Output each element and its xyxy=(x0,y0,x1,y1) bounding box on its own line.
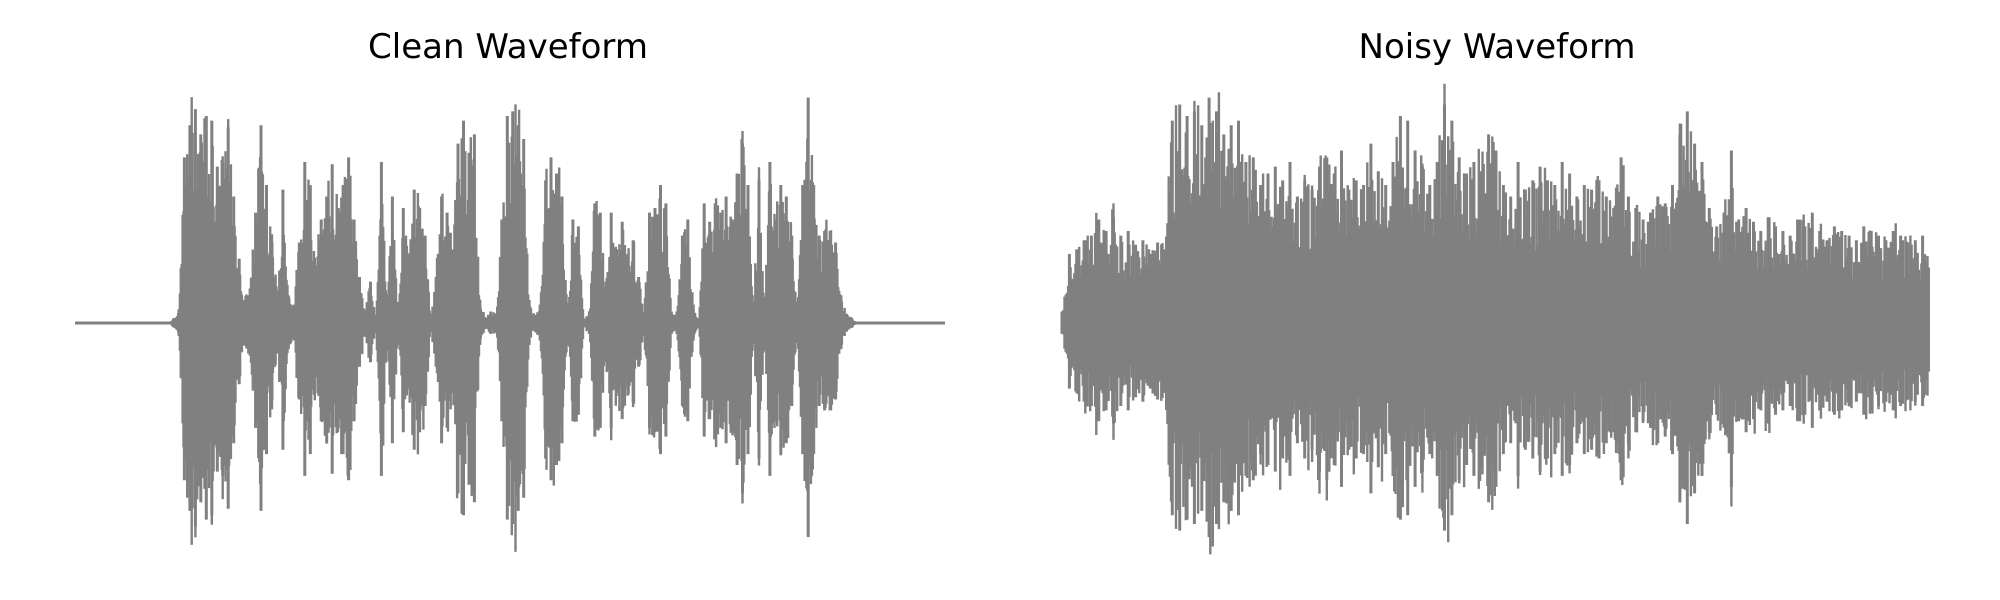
noisy-waveform-title: Noisy Waveform xyxy=(1359,27,1636,67)
clean-waveform-plot xyxy=(75,97,945,552)
clean-waveform-title: Clean Waveform xyxy=(368,27,648,67)
noisy-waveform-plot xyxy=(1060,83,1931,555)
